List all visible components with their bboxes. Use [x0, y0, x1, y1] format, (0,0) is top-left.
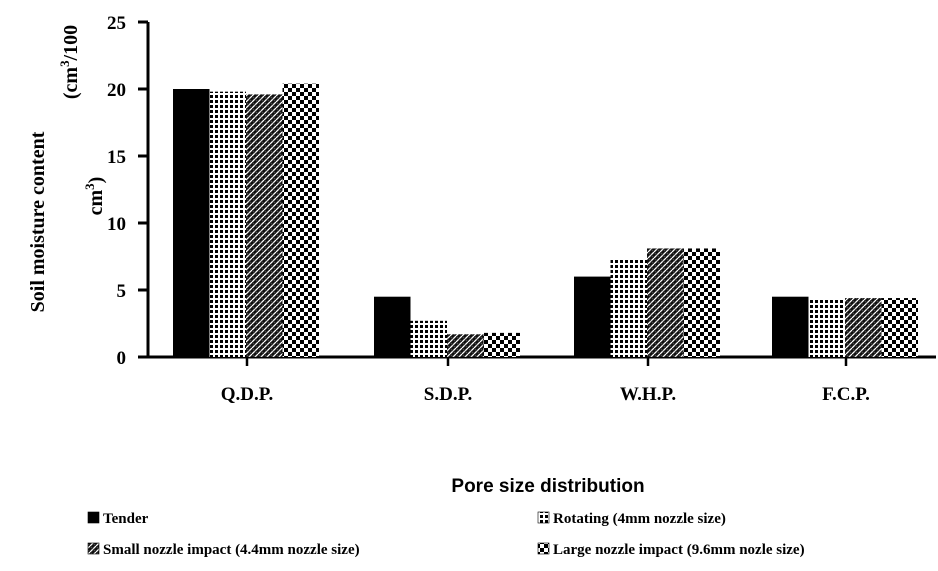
y-tick-label: 20	[107, 80, 126, 101]
bar	[483, 332, 520, 357]
legend-swatch	[87, 542, 100, 555]
x-tick-label: F.C.P.	[822, 384, 870, 405]
x-tick-label: S.D.P.	[424, 384, 472, 405]
y-axis-unit-line2: cm3)	[82, 177, 107, 216]
bar	[282, 83, 319, 357]
bar	[173, 89, 210, 357]
y-tick-label: 25	[107, 13, 126, 34]
x-tick-label: W.H.P.	[620, 384, 676, 405]
bar	[209, 91, 246, 358]
y-tick-label: 10	[107, 214, 126, 235]
bar	[447, 334, 484, 357]
y-axis-label: Soil moisture content	[27, 131, 49, 312]
bar	[610, 259, 647, 357]
y-axis-title: Soil moisture content (cm3/100 cm3)	[27, 25, 107, 313]
legend-label: Rotating (4mm nozzle size)	[553, 511, 726, 527]
bar	[683, 248, 720, 357]
bar	[772, 296, 809, 357]
y-tick-label: 15	[107, 147, 126, 168]
legend-swatch	[87, 511, 100, 524]
legend-label: Small nozzle impact (4.4mm nozzle size)	[103, 542, 360, 558]
x-axis-label: Pore size distribution	[451, 476, 644, 497]
bar	[574, 276, 611, 357]
bar	[246, 94, 283, 358]
y-tick-label: 5	[117, 281, 127, 302]
bar	[410, 320, 447, 357]
bar	[647, 248, 684, 357]
bar	[845, 298, 882, 357]
legend-label: Large nozzle impact (9.6mm nozle size)	[553, 542, 805, 558]
legend: Tender Rotating (4mm nozzle size) Small no…	[87, 511, 805, 558]
y-axis-ticks: 0 5 10 15 20 25	[107, 13, 148, 369]
bars	[173, 83, 918, 358]
bar	[808, 298, 845, 357]
x-tick-label: Q.D.P.	[221, 384, 274, 405]
bar	[374, 296, 411, 357]
legend-swatch	[537, 542, 550, 555]
bar	[881, 298, 918, 357]
legend-swatch	[537, 511, 550, 524]
legend-label: Tender	[103, 511, 149, 527]
y-axis-unit-line1: (cm3/100	[57, 25, 82, 99]
x-axis-categories: Q.D.P. S.D.P. W.H.P. F.C.P.	[221, 357, 870, 405]
y-tick-label: 0	[117, 348, 127, 369]
